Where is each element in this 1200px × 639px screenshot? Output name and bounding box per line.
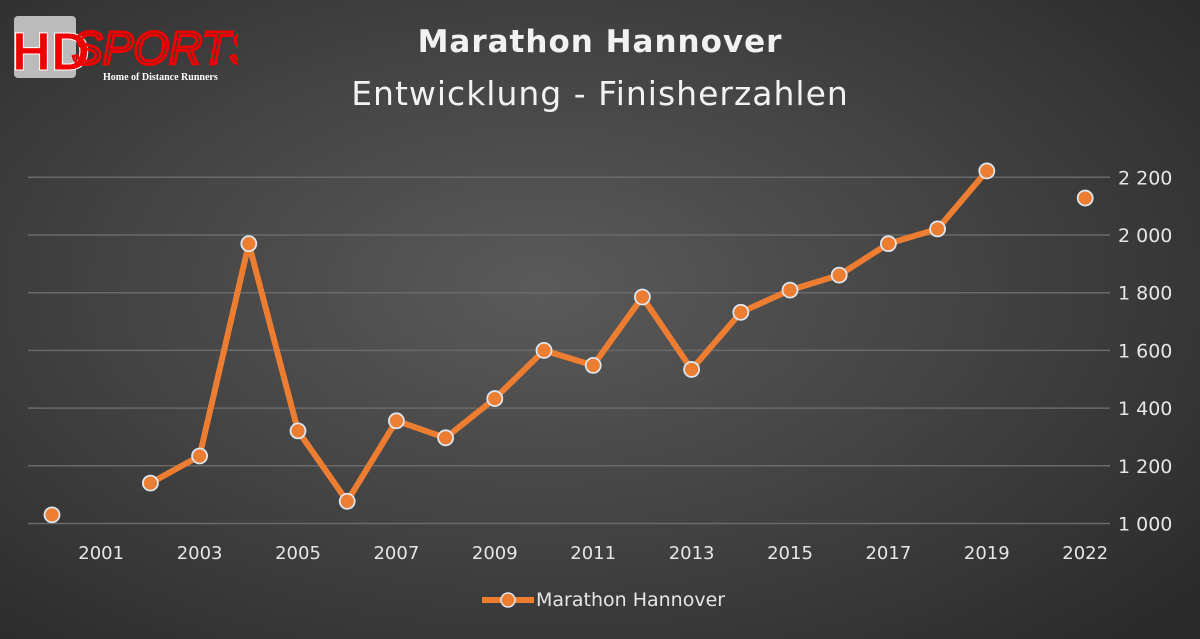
series-line-segment xyxy=(245,240,301,434)
legend-marker-icon xyxy=(482,592,534,608)
x-tick-label: 2022 xyxy=(1062,543,1108,564)
data-point-2017 xyxy=(880,235,897,253)
svg-text:HD: HD xyxy=(12,22,90,82)
data-point-2013 xyxy=(683,361,700,378)
x-tick-label: 2001 xyxy=(78,543,124,564)
y-tick-label: 1 600 xyxy=(1118,340,1172,362)
x-tick-label: 2015 xyxy=(767,543,813,564)
data-point-2015 xyxy=(781,281,799,299)
data-point-2006 xyxy=(338,492,356,510)
logo-tagline: Home of Distance Runners xyxy=(103,72,218,83)
series-line-segment xyxy=(639,294,695,373)
series-line-segment xyxy=(295,427,351,505)
x-tick-label: 2017 xyxy=(865,543,911,564)
series-line-segment xyxy=(344,417,400,505)
svg-text:SPORTS: SPORTS xyxy=(72,22,238,74)
y-tick-label: 1 000 xyxy=(1118,514,1172,536)
series-line-segment xyxy=(590,294,646,369)
data-point-2022 xyxy=(1076,189,1094,207)
series-line-segment xyxy=(885,225,941,247)
y-tick-label: 1 400 xyxy=(1118,398,1172,420)
data-point-2014 xyxy=(732,303,750,321)
data-point-2008 xyxy=(437,429,455,447)
series-line-segment xyxy=(688,309,744,373)
series-line-segment xyxy=(491,347,547,402)
data-point-2016 xyxy=(830,266,848,284)
x-tick-label: 2019 xyxy=(964,543,1010,564)
series-line-segment xyxy=(196,240,252,459)
x-tick-label: 2007 xyxy=(373,543,419,564)
series-line-segment xyxy=(442,395,498,441)
data-point-2009 xyxy=(486,390,504,407)
y-tick-label: 2 000 xyxy=(1118,225,1172,247)
x-tick-label: 2013 xyxy=(669,543,715,564)
series-line-segment xyxy=(393,417,449,441)
data-point-2011 xyxy=(584,357,602,374)
data-point-2002 xyxy=(141,474,159,492)
series-line-segment xyxy=(836,240,892,279)
series-line-segment xyxy=(787,272,843,294)
chart-subtitle: Entwicklung - Finisherzahlen xyxy=(351,74,849,113)
data-point-2019 xyxy=(978,162,996,180)
y-tick-label: 2 200 xyxy=(1118,167,1172,189)
data-point-2004 xyxy=(240,235,258,253)
chart-title: Marathon Hannover xyxy=(417,24,783,60)
data-point-2005 xyxy=(289,422,307,440)
series-line-segment xyxy=(934,167,990,232)
x-tick-label: 2005 xyxy=(275,543,321,564)
legend: Marathon Hannover xyxy=(480,589,725,611)
hdsports-logo: HD SPORTS Home of Distance Runners xyxy=(12,16,238,83)
data-point-2007 xyxy=(387,412,405,430)
x-tick-label: 2009 xyxy=(472,543,518,564)
data-point-2012 xyxy=(634,288,651,306)
y-tick-label: 1 800 xyxy=(1118,283,1172,305)
series-line-segment xyxy=(541,347,597,369)
data-point-2010 xyxy=(535,341,553,359)
data-point-2018 xyxy=(929,220,946,238)
series-line-segment xyxy=(147,452,203,487)
data-point-2000 xyxy=(43,506,61,524)
y-tick-label: 1 200 xyxy=(1118,456,1172,478)
series-line-segment xyxy=(737,287,793,316)
x-tick-label: 2003 xyxy=(177,543,223,564)
data-point-2003 xyxy=(191,447,209,465)
legend-label: Marathon Hannover xyxy=(536,589,726,611)
x-tick-label: 2011 xyxy=(570,543,616,564)
